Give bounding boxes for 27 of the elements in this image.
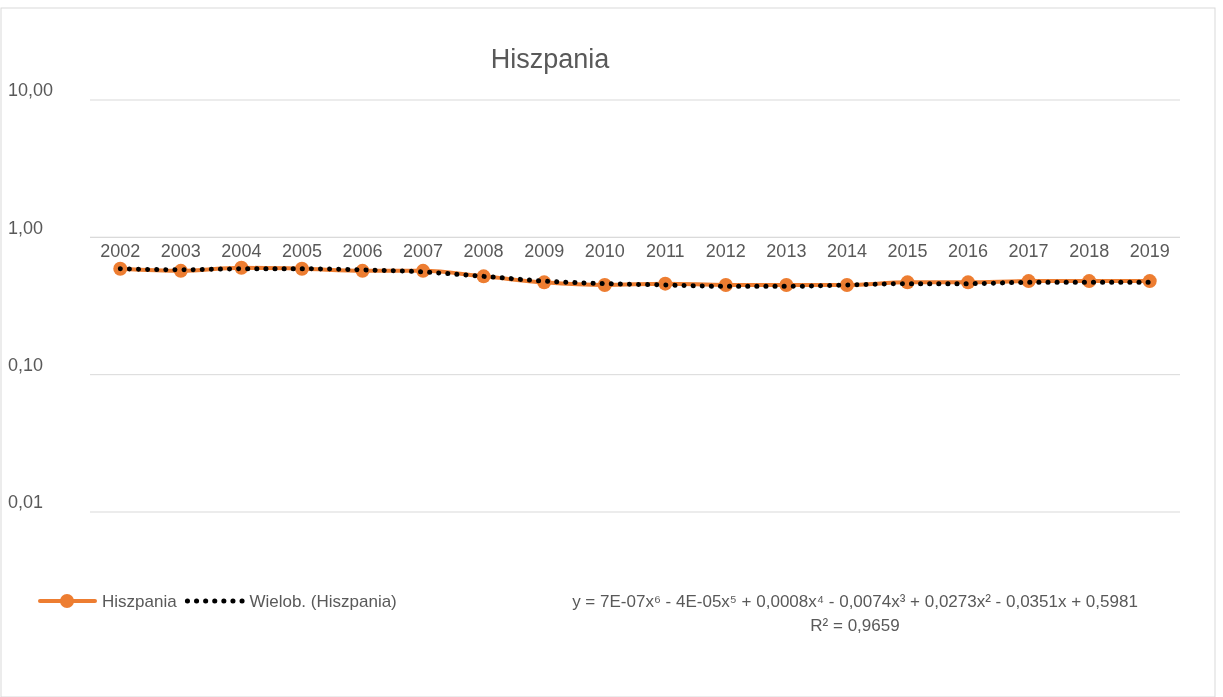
x-tick-label: 2008 xyxy=(463,241,504,262)
x-tick-label: 2002 xyxy=(100,241,141,262)
x-tick-label: 2010 xyxy=(584,241,625,262)
x-tick-label: 2014 xyxy=(826,241,867,262)
x-tick-label: 2005 xyxy=(281,241,322,262)
y-tick-label: 1,00 xyxy=(8,217,44,238)
x-tick-label: 2006 xyxy=(342,241,383,262)
y-tick-label: 0,10 xyxy=(8,355,44,376)
x-tick-label: 2012 xyxy=(705,241,746,262)
x-tick-label: 2013 xyxy=(766,241,807,262)
x-tick-label: 2016 xyxy=(948,241,989,262)
y-tick-label: 0,01 xyxy=(8,492,44,513)
text: y = 7E-07x⁶ - 4E-05x⁵ + 0,0008x⁴ - 0,0074x³ + 0,0273x² - 0,0351x + 0,5981 xyxy=(572,592,1138,611)
x-tick-label: 2019 xyxy=(1129,241,1170,262)
legend-label: Wielob. (Hiszpania) xyxy=(249,592,397,611)
y-tick-label: 10,00 xyxy=(8,80,54,101)
x-tick-label: 2011 xyxy=(645,241,685,262)
x-tick-label: 2015 xyxy=(887,241,928,262)
x-tick-label: 2003 xyxy=(160,241,201,262)
chart-title: Hiszpania xyxy=(490,44,611,74)
x-tick-label: 2009 xyxy=(524,241,565,262)
legend-label: Hiszpania xyxy=(102,592,178,611)
text: R² = 0,9659 xyxy=(810,616,900,635)
x-tick-label: 2018 xyxy=(1069,241,1110,262)
x-tick-label: 2007 xyxy=(403,241,444,262)
x-tick-label: 2017 xyxy=(1008,241,1049,262)
x-tick-label: 2004 xyxy=(221,241,262,262)
